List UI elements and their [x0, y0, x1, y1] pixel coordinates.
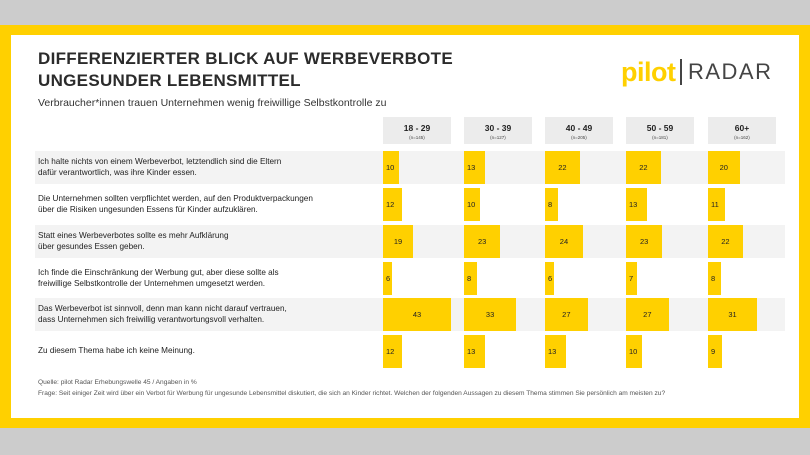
- column-header: 18 - 29 (n=145): [383, 117, 451, 144]
- column-header-sample-size: (n=205): [571, 135, 587, 140]
- bar-value-label: 19: [393, 237, 403, 246]
- column-header-label: 50 - 59: [646, 123, 674, 133]
- bar-value-label: 13: [548, 347, 557, 356]
- bar-value-label: 8: [711, 274, 716, 283]
- bar: [545, 298, 588, 331]
- bar-value-label: 11: [711, 200, 719, 209]
- bar: [545, 335, 566, 368]
- bar: [545, 262, 555, 295]
- bar-value-label: 13: [629, 200, 638, 209]
- bar: [545, 188, 558, 221]
- statement-label: Zu diesem Thema habe ich keine Meinung.: [38, 346, 195, 356]
- bar-value-label: 12: [386, 347, 395, 356]
- bar-value-label: 43: [412, 310, 422, 319]
- column-header-sample-size: (n=162): [734, 135, 750, 140]
- title-line-1: DIFFERENZIERTER BLICK AUF WERBEVERBOTE: [38, 49, 453, 68]
- bar: [626, 262, 638, 295]
- source-note: Quelle: pilot Radar Erhebungswelle 45 / …: [38, 379, 197, 386]
- bar-value-label: 6: [548, 274, 553, 283]
- column-header-sample-size: (n=127): [490, 135, 506, 140]
- bar: [464, 225, 501, 258]
- bar: [708, 298, 758, 331]
- bar: [626, 225, 663, 258]
- chart-card: DIFFERENZIERTER BLICK AUF WERBEVERBOTE U…: [11, 35, 799, 418]
- bar-value-label: 23: [640, 237, 649, 246]
- bar: [708, 151, 740, 184]
- column-header-label: 40 - 49: [565, 123, 593, 133]
- bar: [545, 225, 583, 258]
- statement-label: Statt eines Werbeverbotes sollte es mehr…: [38, 231, 229, 251]
- bar: [383, 225, 414, 258]
- bar: [383, 298, 451, 331]
- bar-value-label: 20: [719, 163, 728, 172]
- bar-value-label: 22: [558, 163, 567, 172]
- question-note: Frage: Seit einiger Zeit wird über ein V…: [38, 390, 666, 397]
- bar-value-label: 13: [467, 347, 476, 356]
- statement-label: Die Unternehmen sollten verpflichtet wer…: [38, 194, 313, 214]
- column-header: 30 - 39 (n=127): [464, 117, 532, 144]
- bar-value-label: 23: [478, 237, 487, 246]
- logo-radar-text: RADAR: [687, 59, 773, 84]
- column-header: 50 - 59 (n=181): [626, 117, 694, 144]
- bar: [464, 298, 517, 331]
- bar: [383, 262, 393, 295]
- bar: [708, 188, 726, 221]
- bar: [545, 151, 580, 184]
- bar: [626, 335, 642, 368]
- bar-value-label: 31: [728, 310, 737, 319]
- bar-value-label: 10: [467, 200, 476, 209]
- column-header-sample-size: (n=145): [409, 135, 425, 140]
- logo-pilot-text: pilot: [621, 56, 676, 87]
- bar-value-label: 22: [721, 237, 730, 246]
- column-header: 40 - 49 (n=205): [545, 117, 613, 144]
- bar: [383, 151, 399, 184]
- bar: [464, 262, 477, 295]
- logo-divider: [680, 59, 682, 85]
- bar-value-label: 24: [559, 237, 569, 246]
- bar-value-label: 12: [386, 200, 395, 209]
- bar: [464, 151, 485, 184]
- column-header-label: 18 - 29: [403, 123, 431, 133]
- title-line-2: UNGESUNDER LEBENSMITTEL: [38, 71, 301, 90]
- bar-value-label: 27: [562, 310, 571, 319]
- bar-value-label: 6: [386, 274, 391, 283]
- bar-value-label: 8: [467, 274, 472, 283]
- bar-value-label: 9: [711, 347, 716, 356]
- bar-value-label: 33: [485, 310, 495, 319]
- bar: [626, 151, 661, 184]
- bar: [708, 225, 743, 258]
- bar-value-label: 13: [467, 163, 476, 172]
- statement-label: Das Werbeverbot ist sinnvoll, denn man k…: [38, 304, 287, 324]
- bar: [383, 188, 402, 221]
- bar-value-label: 10: [386, 163, 395, 172]
- column-header: 60+ (n=162): [708, 117, 776, 144]
- bar-value-label: 7: [629, 274, 634, 283]
- subtitle: Verbraucher*innen trauen Unternehmen wen…: [38, 97, 387, 109]
- bar-value-label: 8: [548, 200, 553, 209]
- bar: [626, 298, 669, 331]
- column-header-label: 60+: [734, 123, 750, 133]
- bar: [626, 188, 647, 221]
- bar: [708, 335, 723, 368]
- column-header-label: 30 - 39: [484, 123, 512, 133]
- pilot-radar-logo: pilot RADAR: [621, 52, 773, 92]
- bar-value-label: 27: [643, 310, 652, 319]
- column-header-sample-size: (n=181): [652, 135, 668, 140]
- bar: [383, 335, 402, 368]
- bar: [708, 262, 721, 295]
- bar: [464, 335, 485, 368]
- bar: [464, 188, 480, 221]
- bar-value-label: 22: [639, 163, 648, 172]
- statement-label: Ich halte nichts von einem Werbeverbot, …: [38, 157, 282, 177]
- statement-label: Ich finde die Einschränkung der Werbung …: [38, 268, 279, 288]
- bar-value-label: 10: [629, 347, 638, 356]
